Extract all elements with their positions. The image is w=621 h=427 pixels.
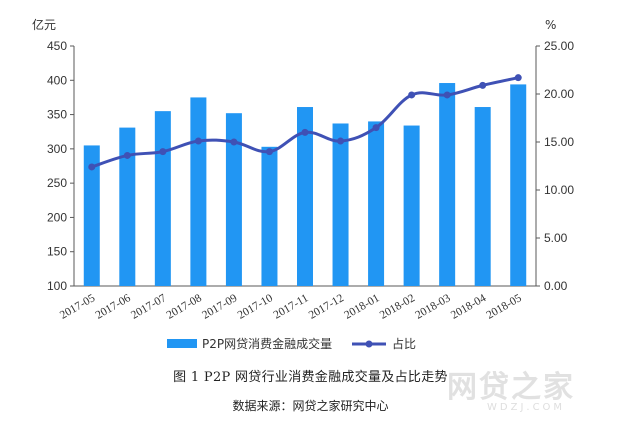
y-tick-label: 300 [47,142,67,156]
x-tick-label: 2017-09 [200,292,239,322]
y-tick-label: 350 [47,108,67,122]
x-tick-label: 2018-02 [378,292,417,322]
line-point [479,81,487,89]
x-tick-label: 2017-06 [94,292,133,322]
legend-line-label: 占比 [392,336,416,351]
y-tick-label: 150 [47,245,67,259]
watermark-url: WDZJ.COM [487,402,566,413]
x-tick-label: 2018-04 [449,292,488,322]
x-tick-label: 2017-10 [236,292,275,322]
y2-tick-label: 0.00 [544,279,568,293]
legend-bar-label: P2P网贷消费金融成交量 [202,336,332,351]
line-point [123,151,131,159]
bar [297,107,313,287]
bar [439,83,456,287]
line-point [230,138,238,146]
line-point [443,91,451,99]
bar [154,111,171,287]
bar [332,123,349,286]
line-point [408,91,416,99]
bar [225,113,242,286]
watermark-logo: 网贷之家 WDZJ.COM [447,362,597,422]
bar [510,84,527,287]
y2-tick-label: 10.00 [544,183,574,197]
bar [261,146,278,286]
y-tick-label: 100 [47,279,67,293]
line-point [265,148,273,156]
y-tick-label: 200 [47,210,67,224]
combo-chart: 100 150 200 250 300 350 400 450 0.00 5.00 10.00 15.… [32,17,574,351]
y2-tick-label: 5.00 [544,231,568,245]
line-point [337,137,345,145]
y2-axis-unit: % [545,18,556,32]
source-note: 数据来源：网贷之家研究中心 [232,399,389,413]
y-tick-label: 450 [47,39,67,53]
bar [474,107,491,287]
y-tick-label: 400 [47,73,67,87]
line-point [159,148,167,156]
bar [368,121,385,286]
bar [119,127,136,286]
figure-caption: 图 1 P2P 网贷行业消费金融成交量及占比走势 [173,370,448,385]
x-tick-label: 2017-12 [307,292,346,322]
y-tick-label: 250 [47,176,67,190]
legend-line-marker [365,340,373,348]
line-point [301,128,309,136]
line-point [372,124,380,132]
y-axis-unit: 亿元 [32,17,56,32]
bar [83,145,100,286]
x-tick-label: 2018-01 [342,292,381,322]
x-tick-label: 2017-05 [58,292,97,322]
bar [403,125,420,287]
y2-tick-label: 15.00 [544,135,574,149]
x-tick-label: 2018-03 [413,292,452,322]
watermark-text: 网贷之家 [447,370,575,405]
x-tick-label: 2018-05 [485,292,524,322]
line-point [194,137,202,145]
y2-tick-label: 20.00 [544,87,574,101]
x-tick-label: 2017-07 [129,292,168,322]
legend-bar-swatch [167,339,197,348]
bar [190,97,207,286]
x-tick-label: 2017-08 [165,292,204,322]
line-point [88,163,96,171]
y2-tick-label: 25.00 [544,39,574,53]
line-point [514,74,522,82]
x-tick-label: 2017-11 [272,292,311,321]
